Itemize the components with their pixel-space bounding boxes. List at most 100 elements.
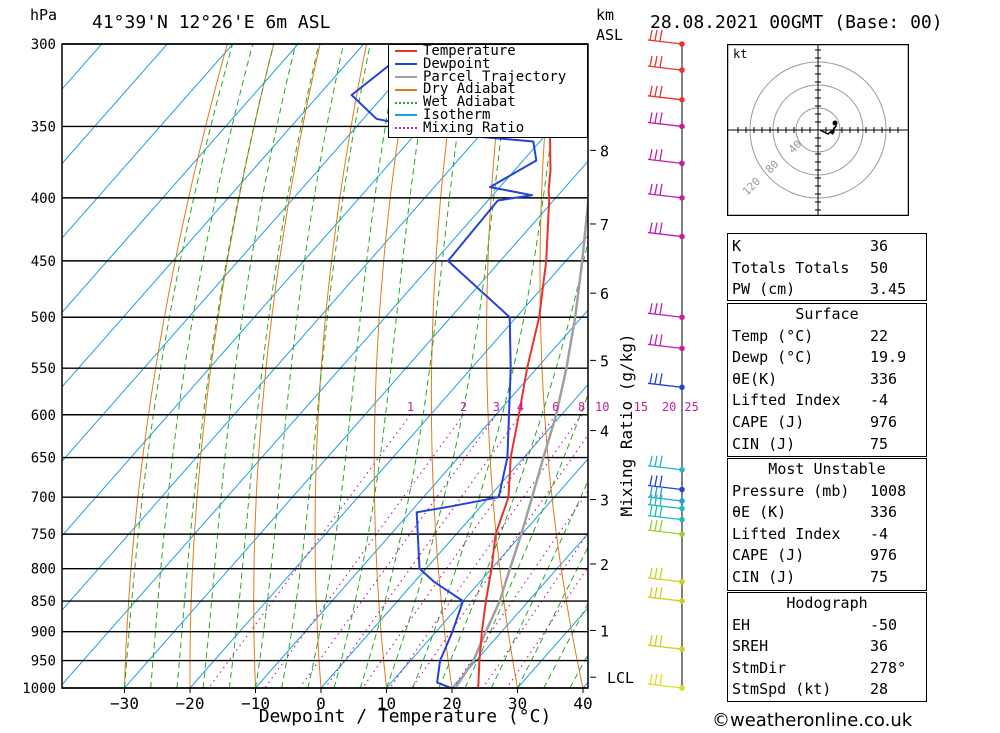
height-tick-label: 5 [600,352,609,370]
wet-adiabat-line [543,602,588,688]
wind-barb [647,455,685,473]
legend-label: Dry Adiabat [423,81,516,98]
isotherm-line [62,44,496,537]
legend-item: Parcel Trajectory [389,68,587,85]
legend-label: Parcel Trajectory [423,68,567,85]
legend-label: Wet Adiabat [423,94,516,111]
most-unstable-row: CIN (J) 75 [732,567,889,586]
datetime-title: 28.08.2021 00GMT (Base: 00) [650,12,943,33]
legend-label: Temperature [423,43,516,59]
isotherm-line [386,458,588,688]
isotherm-line [62,44,234,239]
legend-item: Isotherm [389,106,587,123]
hodograph-stats-row: EH -50 [732,615,898,634]
height-tick-label: 4 [600,423,609,441]
hodograph-end-point [832,120,838,126]
mixing-ratio-label: 4 [517,400,524,414]
mixing-ratio-label: 25 [684,400,698,414]
wet-adiabat-line [202,44,297,688]
wind-barb [647,494,685,512]
legend-label: Isotherm [423,106,491,123]
x-axis-title: Dewpoint / Temperature (°C) [259,706,552,727]
legend: Temperature Dewpoint Parcel Trajectory Dry … [388,44,588,138]
x-tick-label: 30 [508,694,527,713]
mixing-ratio-label: 15 [634,400,648,414]
legend-swatch [395,114,417,117]
wind-barb [647,486,685,504]
pressure-tick-label: 400 [31,191,56,207]
legend-label: Mixing Ratio [423,119,525,136]
most-unstable-row: CAPE (J) 976 [732,546,898,565]
hodograph-stats-title: Hodograph [786,594,868,612]
wind-barb [647,334,685,352]
x-tick-label: 20 [442,694,461,713]
isotherm-line [124,160,588,688]
surface-row: Lifted Index -4 [732,391,889,410]
mixing-ratio-label: 20 [662,400,676,414]
legend-swatch [395,50,417,53]
mixing-ratio-label: 1 [407,400,414,414]
wind-barb [647,112,685,130]
hodograph-stats-row: SREH 36 [732,637,889,656]
pressure-tick-label: 850 [31,594,56,610]
height-tick-label: 2 [600,556,609,574]
hodograph-stats-row: StmDir 278° [732,658,907,677]
legend-swatch [395,101,417,104]
plot-frame [61,43,589,689]
legend-swatch [395,75,417,78]
pressure-tick-label: 1000 [22,681,56,697]
surface-row: Dewp (°C) 19.9 [732,348,907,367]
mixing-ratio-line [361,414,557,688]
mixing-ratio-label: 2 [460,400,467,414]
isotherm-line [451,532,588,688]
legend-swatch [395,63,417,66]
legend-swatch [395,88,417,91]
wind-barb [647,29,685,47]
copyright-footer[interactable]: ©weatheronline.co.uk [712,710,913,731]
dry-adiabat-line [970,44,1000,688]
height-tick-label: 1 [600,622,609,640]
wet-adiabat-line [281,44,371,688]
legend-item: Temperature [389,43,587,59]
index-row: Totals Totals 50 [732,258,889,277]
indices-panel: K 36 Totals Totals 50 PW (cm) 3.45 [727,233,927,301]
hodograph-stats-row: StmSpd (kt) 28 [732,680,889,699]
isotherm-line [255,309,588,688]
surface-row: θE(K) 336 [732,369,898,388]
wind-barb [647,222,685,240]
wet-adiabat-line [438,238,588,688]
dewpoint-line [350,44,538,688]
temperature-line [477,44,562,688]
mixing-ratio-label: 3 [493,400,500,414]
wind-barb [647,519,685,537]
most-unstable-panel: Most Unstable Pressure (mb) 1008 θE (K) 33… [727,458,927,591]
height-tick-label: 8 [600,142,609,160]
wind-barb [647,673,685,691]
most-unstable-row: θE (K) 336 [732,503,898,522]
x-tick-label: 0 [316,694,326,713]
pressure-tick-label: 650 [31,451,56,467]
surface-row: CIN (J) 75 [732,434,889,453]
isotherm-line [320,383,588,688]
mixing-ratio-line [482,532,588,688]
height-unit-label: km [596,6,615,24]
isotherm-line [62,44,365,388]
hodograph-unit: kt [733,47,747,61]
legend-item: Mixing Ratio [389,119,587,136]
pressure-tick-label: 300 [31,37,56,53]
wind-barb [647,475,685,493]
most-unstable-row: Pressure (mb) 1008 [732,481,907,500]
legend-item: Dry Adiabat [389,83,587,96]
pressure-unit-label: hPa [30,6,58,24]
wind-barb [647,303,685,321]
x-tick-label: −30 [110,694,139,713]
wind-barb [647,586,685,604]
surface-title: Surface [795,305,859,323]
mixing-ratio-axis-title: Mixing Ratio (g/kg) [617,333,636,516]
pressure-tick-label: 750 [31,527,56,543]
most-unstable-row: Lifted Index -4 [732,524,889,543]
legend-label: Dewpoint [423,55,491,72]
isotherm-line [62,44,430,463]
dry-adiabat-line [924,44,1000,688]
